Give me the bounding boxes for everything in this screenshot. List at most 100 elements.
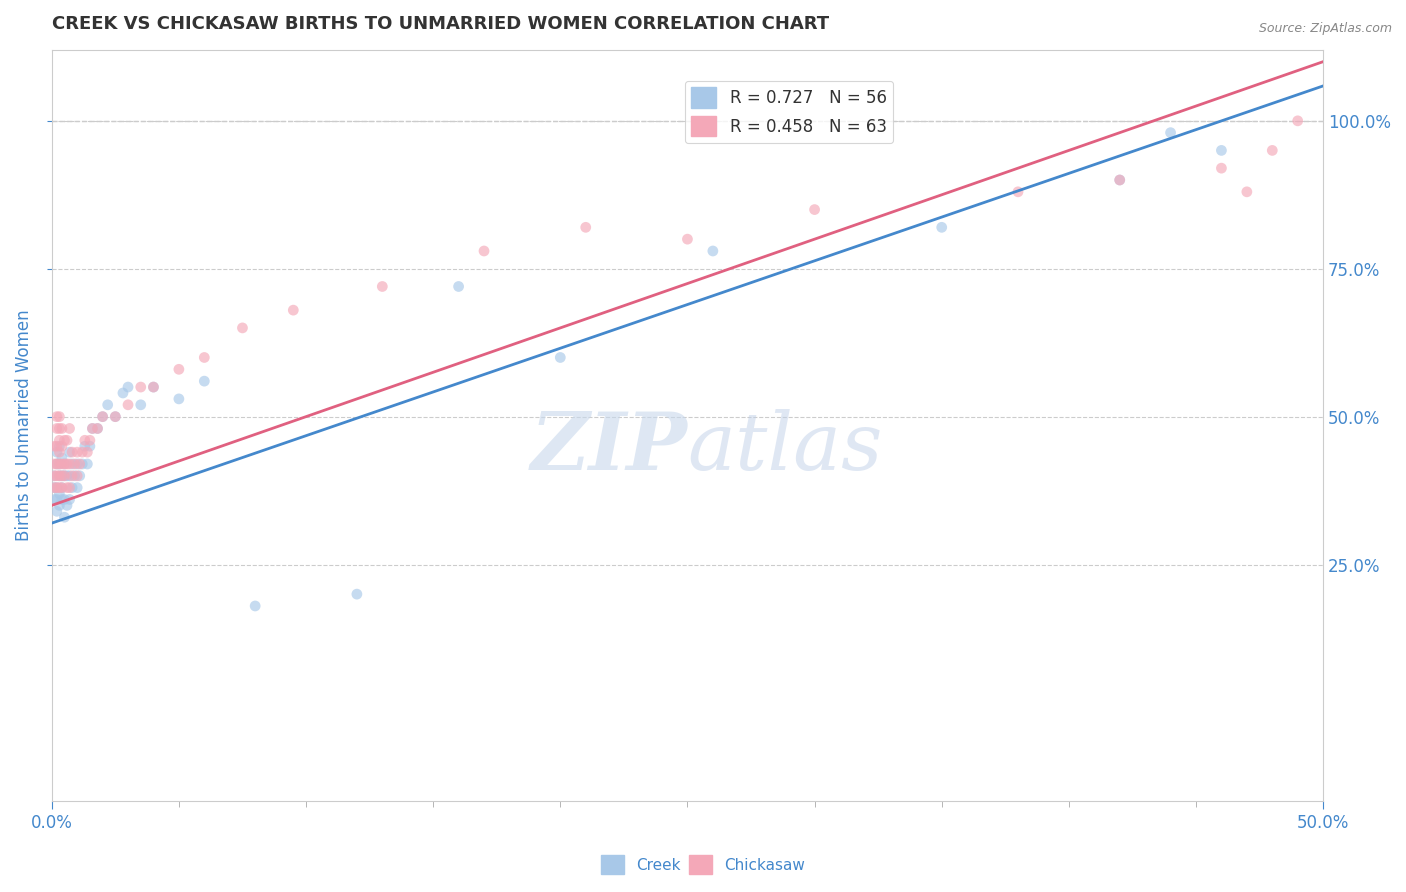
Point [1108, 173, 1130, 187]
Point [1261, 144, 1284, 158]
Point [44, 481, 66, 495]
Point [69, 468, 91, 483]
Point [73, 434, 96, 448]
Point [51, 468, 73, 483]
Point [58, 468, 80, 483]
Point [51, 481, 73, 495]
Point [56, 468, 79, 483]
Point [56, 457, 79, 471]
Point [447, 279, 470, 293]
Point [73, 439, 96, 453]
Point [53, 468, 76, 483]
Point [53, 434, 76, 448]
Point [575, 220, 598, 235]
Point [48, 434, 70, 448]
Point [56, 434, 79, 448]
Point [1160, 126, 1182, 140]
Point [60, 445, 83, 459]
Point [371, 279, 394, 293]
Point [48, 457, 70, 471]
Point [48, 468, 70, 483]
Point [51, 451, 73, 466]
Point [129, 398, 152, 412]
Point [167, 392, 190, 406]
Point [76, 457, 98, 471]
Point [51, 439, 73, 453]
Point [51, 492, 73, 507]
Point [117, 398, 139, 412]
Point [56, 481, 79, 495]
Point [51, 481, 73, 495]
Point [82, 421, 104, 435]
Point [60, 481, 83, 495]
Point [1211, 144, 1233, 158]
Text: ZIP: ZIP [530, 409, 688, 487]
Point [72, 457, 94, 471]
Legend: Creek, Chickasaw: Creek, Chickasaw [595, 849, 811, 880]
Point [72, 445, 94, 459]
Point [51, 421, 73, 435]
Point [91, 409, 114, 424]
Point [1007, 185, 1029, 199]
Point [82, 421, 104, 435]
Point [79, 434, 101, 448]
Point [53, 510, 76, 524]
Point [45, 421, 67, 435]
Point [193, 351, 215, 365]
Point [56, 499, 79, 513]
Point [66, 445, 89, 459]
Point [51, 457, 73, 471]
Point [142, 380, 165, 394]
Point [53, 457, 76, 471]
Point [803, 202, 825, 217]
Point [111, 386, 134, 401]
Point [45, 439, 67, 453]
Point [97, 398, 120, 412]
Text: Source: ZipAtlas.com: Source: ZipAtlas.com [1258, 22, 1392, 36]
Point [45, 409, 67, 424]
Point [1211, 161, 1233, 176]
Point [58, 421, 80, 435]
Point [167, 362, 190, 376]
Point [58, 492, 80, 507]
Point [45, 457, 67, 471]
Point [243, 599, 266, 613]
Point [550, 351, 572, 365]
Point [79, 439, 101, 453]
Point [58, 445, 80, 459]
Point [60, 468, 83, 483]
Point [66, 481, 89, 495]
Point [142, 380, 165, 394]
Point [283, 303, 305, 318]
Point [231, 321, 253, 335]
Point [45, 492, 67, 507]
Point [48, 468, 70, 483]
Point [931, 220, 953, 235]
Point [472, 244, 495, 258]
Point [58, 481, 80, 495]
Point [44, 468, 66, 483]
Point [676, 232, 699, 246]
Point [86, 421, 108, 435]
Point [45, 457, 67, 471]
Point [58, 457, 80, 471]
Point [48, 439, 70, 453]
Point [48, 409, 70, 424]
Point [48, 445, 70, 459]
Point [45, 468, 67, 483]
Point [129, 380, 152, 394]
Point [53, 492, 76, 507]
Point [48, 457, 70, 471]
Point [48, 499, 70, 513]
Point [48, 481, 70, 495]
Point [45, 481, 67, 495]
Point [346, 587, 368, 601]
Point [193, 374, 215, 388]
Point [702, 244, 724, 258]
Point [1236, 185, 1258, 199]
Point [91, 409, 114, 424]
Point [104, 409, 127, 424]
Point [66, 468, 89, 483]
Point [44, 457, 66, 471]
Text: atlas: atlas [688, 409, 883, 487]
